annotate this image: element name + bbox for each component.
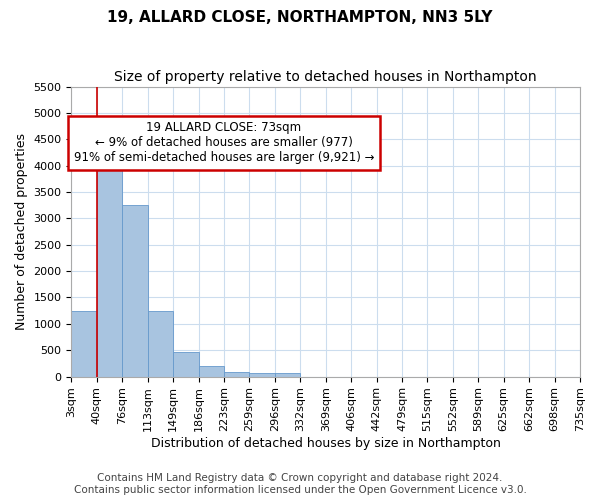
Title: Size of property relative to detached houses in Northampton: Size of property relative to detached ho…: [115, 70, 537, 84]
Bar: [122, 205, 148, 376]
Bar: [173, 352, 199, 376]
Bar: [148, 310, 173, 376]
Bar: [199, 366, 224, 376]
Bar: [71, 310, 97, 376]
X-axis label: Distribution of detached houses by size in Northampton: Distribution of detached houses by size …: [151, 437, 500, 450]
Bar: [250, 374, 275, 376]
Text: Contains HM Land Registry data © Crown copyright and database right 2024.
Contai: Contains HM Land Registry data © Crown c…: [74, 474, 526, 495]
Y-axis label: Number of detached properties: Number of detached properties: [15, 133, 28, 330]
Text: 19 ALLARD CLOSE: 73sqm
← 9% of detached houses are smaller (977)
91% of semi-det: 19 ALLARD CLOSE: 73sqm ← 9% of detached …: [74, 122, 374, 164]
Bar: [224, 372, 250, 376]
Text: 19, ALLARD CLOSE, NORTHAMPTON, NN3 5LY: 19, ALLARD CLOSE, NORTHAMPTON, NN3 5LY: [107, 10, 493, 25]
Bar: [275, 374, 300, 376]
Bar: [97, 150, 122, 376]
